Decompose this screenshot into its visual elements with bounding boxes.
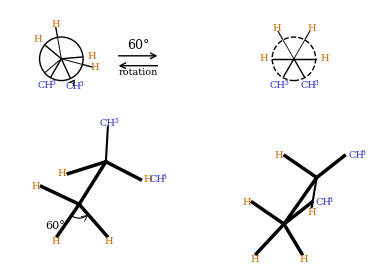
Text: H: H [57,169,66,178]
Text: 3: 3 [79,80,84,88]
Text: 3: 3 [327,196,332,204]
Text: H: H [275,151,283,160]
Text: H: H [272,24,281,33]
Text: 3: 3 [161,173,166,181]
Text: H: H [33,35,42,44]
Text: CH: CH [300,81,316,90]
Text: H: H [51,237,60,246]
Text: H: H [242,198,251,207]
Text: H: H [250,255,258,264]
Text: H: H [259,54,268,63]
Text: H: H [51,20,60,29]
Text: CH: CH [100,119,116,128]
Text: H: H [307,24,316,33]
Text: 60°: 60° [45,221,65,231]
Text: H: H [144,175,152,184]
Text: H: H [91,63,99,72]
Text: CH: CH [65,82,81,91]
Text: rotation: rotation [119,68,158,77]
Text: 3: 3 [50,79,55,87]
Text: H: H [299,255,308,264]
Text: CH: CH [37,81,53,90]
Text: 3: 3 [114,117,119,125]
Text: H: H [105,237,113,246]
Text: H: H [88,52,96,61]
Text: CH: CH [149,175,165,184]
Text: 60°: 60° [127,40,150,52]
Text: H: H [307,208,316,217]
Text: 3: 3 [360,149,365,157]
Text: H: H [31,182,40,191]
Text: CH: CH [348,151,364,160]
Text: 3: 3 [314,79,319,87]
Text: CH: CH [269,81,286,90]
Text: H: H [320,54,329,63]
Text: 3: 3 [283,79,288,87]
Text: CH: CH [316,198,332,207]
